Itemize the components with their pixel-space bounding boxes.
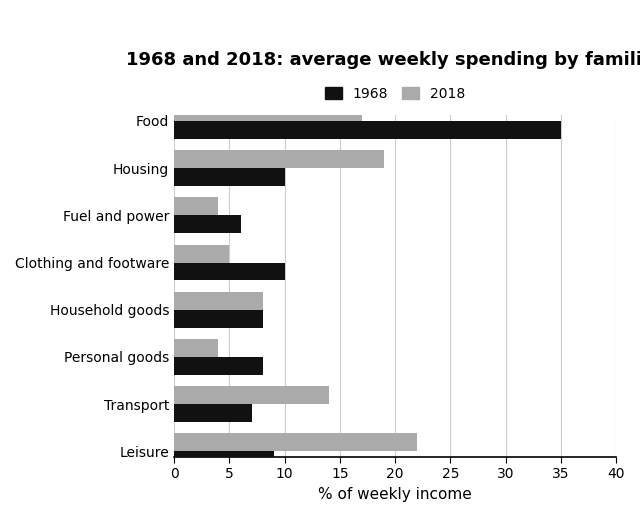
Bar [174,150,384,168]
Bar [174,451,274,469]
X-axis label: % of weekly income: % of weekly income [318,487,472,502]
Bar [174,433,417,451]
Legend: 1968, 2018: 1968, 2018 [319,81,471,106]
Bar [174,357,262,375]
Bar [174,404,252,422]
Bar [174,339,218,357]
Bar [174,245,230,263]
Bar [174,310,262,328]
Bar [174,386,329,404]
Bar [174,292,262,310]
Title: 1968 and 2018: average weekly spending by families: 1968 and 2018: average weekly spending b… [126,51,640,69]
Bar [174,215,241,233]
Bar [174,197,218,215]
Bar [174,121,561,139]
Bar [174,263,285,280]
Bar [174,168,285,186]
Bar [174,103,362,121]
